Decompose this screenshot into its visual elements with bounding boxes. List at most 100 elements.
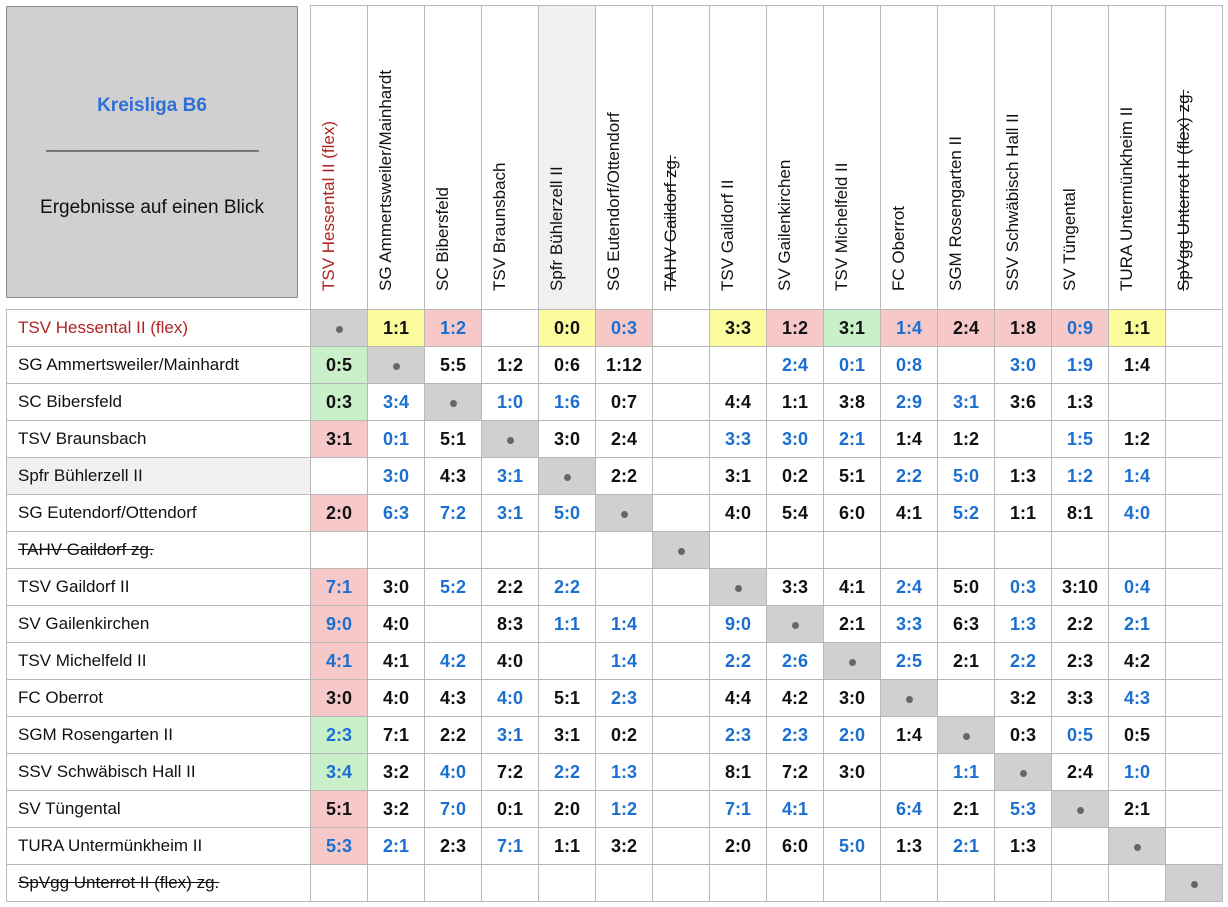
empty-cell — [1166, 495, 1222, 531]
grid-line — [6, 383, 1223, 384]
score-cell: 5:1 — [439, 429, 466, 449]
score-cell: 5:0 — [952, 577, 979, 597]
score-cell: 2:4 — [938, 310, 994, 346]
column-header: TURA Untermünkheim II — [1108, 5, 1165, 309]
empty-cell — [653, 680, 709, 716]
score-cell: 4:1 — [311, 643, 367, 679]
score-cell: 3:1 — [553, 725, 580, 745]
score-cell: 0:2 — [610, 725, 637, 745]
score-cell: 3:2 — [382, 762, 409, 782]
score-cell: 3:0 — [838, 762, 865, 782]
diagonal-cell — [995, 754, 1051, 790]
column-header: TSV Braunsbach — [481, 5, 538, 309]
empty-cell — [653, 606, 709, 642]
column-header: SG Ammertsweiler/Mainhardt — [367, 5, 424, 309]
score-cell: 4:2 — [439, 651, 466, 671]
score-cell: 3:3 — [1066, 688, 1093, 708]
score-cell: 5:1 — [553, 688, 580, 708]
empty-cell — [1166, 680, 1222, 716]
score-cell: 0:2 — [781, 466, 808, 486]
score-cell: 1:12 — [605, 355, 643, 375]
score-cell: 1:9 — [1066, 355, 1093, 375]
row-header: SV Gailenkirchen — [18, 614, 150, 633]
score-cell: 1:1 — [368, 310, 424, 346]
empty-cell — [596, 569, 652, 605]
empty-cell — [1109, 865, 1165, 901]
grid-line — [1165, 5, 1166, 902]
score-cell: 3:3 — [895, 614, 922, 634]
empty-cell — [539, 532, 595, 568]
score-cell: 0:4 — [1123, 577, 1150, 597]
score-cell: 4:1 — [895, 503, 922, 523]
column-header-label: SG Ammertsweiler/Mainhardt — [375, 69, 395, 291]
score-cell: 2:2 — [553, 762, 580, 782]
score-cell: 7:1 — [311, 569, 367, 605]
diagonal-cell — [767, 606, 823, 642]
score-cell: 2:0 — [553, 799, 580, 819]
score-cell: 2:2 — [895, 466, 922, 486]
row-header: FC Oberrot — [18, 688, 104, 707]
dot-icon — [335, 325, 343, 333]
score-cell: 1:3 — [1009, 614, 1036, 634]
column-header: SGM Rosengarten II — [937, 5, 994, 309]
score-cell: 2:1 — [952, 836, 979, 856]
diagonal-cell — [311, 310, 367, 346]
empty-cell — [767, 865, 823, 901]
column-header: SV Tüngental — [1051, 5, 1108, 309]
score-cell: 0:0 — [539, 310, 595, 346]
score-cell: 2:4 — [781, 355, 808, 375]
score-cell: 0:1 — [382, 429, 409, 449]
score-cell: 2:3 — [311, 717, 367, 753]
row-header: SpVgg Unterrot II (flex) zg. — [18, 873, 220, 892]
column-header: FC Oberrot — [880, 5, 937, 309]
score-cell: 2:3 — [439, 836, 466, 856]
row-header: SC Bibersfeld — [18, 392, 122, 411]
score-cell: 3:1 — [824, 310, 880, 346]
grid-line — [6, 309, 1223, 310]
score-cell: 5:0 — [952, 466, 979, 486]
league-subtitle: Ergebnisse auf einen Blick — [40, 197, 264, 218]
dot-icon — [1019, 769, 1027, 777]
empty-cell — [482, 532, 538, 568]
score-cell: 2:4 — [1066, 762, 1093, 782]
empty-cell — [1166, 569, 1222, 605]
score-cell: 3:2 — [610, 836, 637, 856]
row-header: SG Ammertsweiler/Mainhardt — [18, 355, 240, 374]
empty-cell — [1166, 458, 1222, 494]
grid-line — [6, 568, 1223, 569]
column-header-label: TURA Untermünkheim II — [1116, 106, 1136, 291]
score-cell: 0:3 — [311, 384, 367, 420]
score-cell: 1:2 — [425, 310, 481, 346]
score-cell: 4:4 — [724, 688, 751, 708]
score-cell: 1:2 — [767, 310, 823, 346]
score-cell: 3:1 — [952, 392, 979, 412]
empty-cell — [425, 865, 481, 901]
empty-cell — [881, 865, 937, 901]
score-cell: 1:0 — [1123, 762, 1150, 782]
grid-line — [880, 5, 881, 902]
score-cell: 1:4 — [895, 429, 922, 449]
grid-line — [6, 790, 1223, 791]
dot-icon — [1076, 806, 1084, 814]
score-cell: 3:1 — [496, 503, 523, 523]
empty-cell — [311, 532, 367, 568]
row-header: TAHV Gaildorf zg. — [18, 540, 154, 559]
score-cell: 5:1 — [311, 791, 367, 827]
score-cell: 0:3 — [1009, 725, 1036, 745]
score-cell: 1:4 — [610, 614, 637, 634]
empty-cell — [653, 458, 709, 494]
score-cell: 2:2 — [439, 725, 466, 745]
empty-cell — [653, 347, 709, 383]
column-header-label: SC Bibersfeld — [432, 187, 452, 291]
grid-line — [6, 864, 1223, 865]
score-cell: 2:1 — [1123, 799, 1150, 819]
score-cell: 4:1 — [781, 799, 808, 819]
empty-cell — [653, 569, 709, 605]
empty-cell — [1166, 606, 1222, 642]
score-cell: 1:0 — [496, 392, 523, 412]
diagonal-cell — [368, 347, 424, 383]
diagonal-cell — [824, 643, 880, 679]
dot-icon — [449, 399, 457, 407]
score-cell: 1:1 — [1109, 310, 1165, 346]
